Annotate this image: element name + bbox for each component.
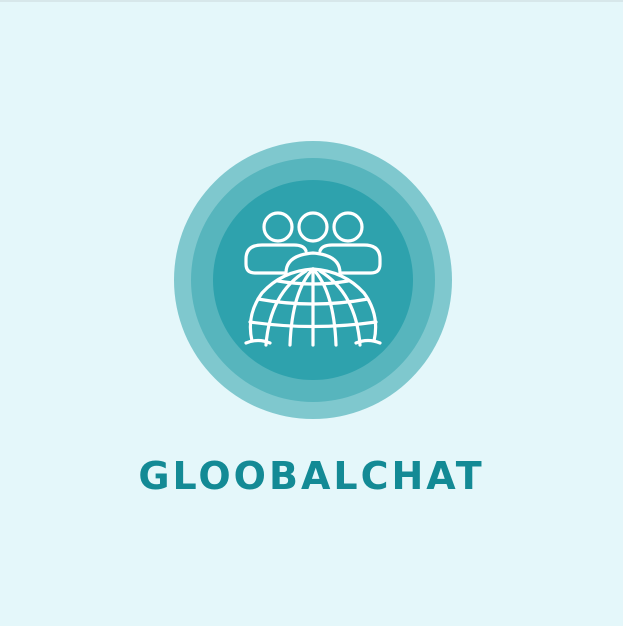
people-globe-icon — [244, 211, 382, 347]
logo-emblem — [174, 141, 452, 419]
brand-name: GLOOBALCHAT — [138, 454, 485, 498]
top-divider — [0, 0, 623, 2]
